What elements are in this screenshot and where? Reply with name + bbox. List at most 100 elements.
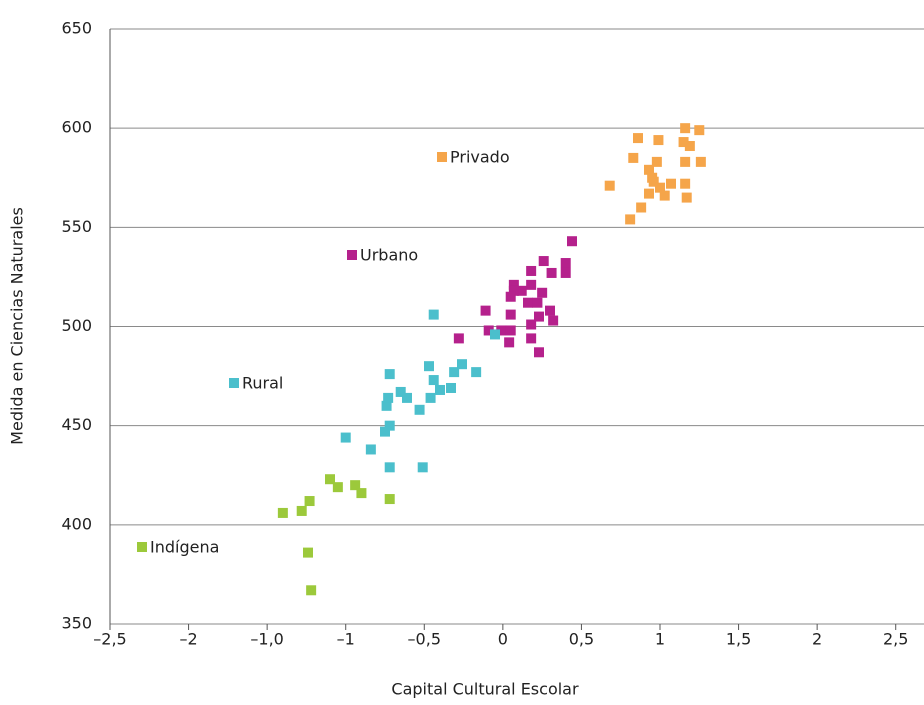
point xyxy=(537,287,548,298)
point xyxy=(508,279,519,290)
point xyxy=(402,392,412,403)
point xyxy=(306,585,317,596)
point xyxy=(534,347,544,358)
point xyxy=(446,382,456,393)
point xyxy=(383,392,394,403)
point xyxy=(680,123,691,134)
point xyxy=(425,392,436,403)
point xyxy=(659,190,670,201)
point xyxy=(490,329,500,340)
point xyxy=(505,291,516,302)
point xyxy=(684,141,695,152)
point xyxy=(633,133,643,144)
point xyxy=(651,156,662,167)
point xyxy=(453,333,464,344)
legend-marker xyxy=(437,152,447,162)
point xyxy=(526,333,537,344)
point xyxy=(523,297,533,308)
point xyxy=(680,156,691,167)
point xyxy=(655,182,665,193)
legend-label: Rural xyxy=(242,374,283,393)
legend-marker xyxy=(347,250,357,260)
point xyxy=(380,426,390,437)
x-tick-label: –2,5 xyxy=(93,630,126,649)
x-tick-label: –2 xyxy=(179,630,197,649)
point xyxy=(695,156,706,167)
point xyxy=(428,375,439,386)
point xyxy=(332,482,343,493)
point xyxy=(505,309,516,320)
y-axis-label: Medida en Ciencias Naturales xyxy=(8,207,27,445)
point xyxy=(694,125,705,136)
y-tick-label: 450 xyxy=(61,415,92,434)
x-tick-label: 0,5 xyxy=(569,630,594,649)
x-tick-label: 2 xyxy=(812,630,822,649)
point xyxy=(516,285,527,296)
point xyxy=(681,192,692,203)
x-tick-label: 1 xyxy=(655,630,665,649)
point xyxy=(384,369,395,380)
x-tick-label: 1,5 xyxy=(726,630,751,649)
point xyxy=(508,285,519,296)
point xyxy=(384,420,395,431)
legend-label: Indígena xyxy=(150,538,219,557)
point xyxy=(296,505,307,516)
x-tick-label: 0 xyxy=(498,630,508,649)
point xyxy=(395,386,406,397)
point xyxy=(325,474,335,485)
point xyxy=(636,202,647,213)
point xyxy=(546,267,557,278)
point xyxy=(680,178,691,189)
legend-label: Privado xyxy=(450,148,510,167)
point xyxy=(628,152,639,163)
point xyxy=(449,367,460,378)
point xyxy=(304,496,315,507)
point xyxy=(384,462,395,473)
point xyxy=(560,258,571,269)
y-tick-label: 400 xyxy=(61,514,92,533)
point xyxy=(526,319,537,330)
y-tick-label: 350 xyxy=(61,614,92,633)
x-axis-label: Capital Cultural Escolar xyxy=(391,680,579,699)
point xyxy=(424,361,434,372)
y-tick-label: 650 xyxy=(61,19,92,38)
point xyxy=(303,547,313,558)
point xyxy=(526,265,537,276)
point xyxy=(625,214,636,225)
point xyxy=(277,507,288,518)
point xyxy=(678,137,689,148)
point xyxy=(653,135,664,146)
point xyxy=(504,337,515,348)
y-tick-label: 600 xyxy=(61,118,92,137)
point xyxy=(428,309,439,320)
point xyxy=(365,444,376,455)
point xyxy=(381,400,392,411)
point xyxy=(417,462,428,473)
point xyxy=(538,256,549,267)
x-tick-label: –0,5 xyxy=(408,630,441,649)
point xyxy=(604,180,615,191)
point xyxy=(340,432,351,443)
point xyxy=(350,480,361,491)
point xyxy=(666,178,676,189)
point xyxy=(480,305,491,316)
point xyxy=(567,236,577,247)
x-tick-label: –1 xyxy=(337,630,355,649)
x-tick-label: 2,5 xyxy=(883,630,908,649)
legend-label: Urbano xyxy=(360,246,418,265)
point xyxy=(356,488,367,499)
point xyxy=(384,494,395,505)
point xyxy=(471,367,482,378)
point xyxy=(534,311,544,322)
point xyxy=(505,325,516,336)
point xyxy=(545,305,555,316)
point xyxy=(526,279,537,290)
point xyxy=(644,188,654,199)
point xyxy=(435,384,445,395)
legend-marker xyxy=(229,378,239,388)
point xyxy=(496,325,507,336)
point xyxy=(483,325,494,336)
point xyxy=(457,359,467,370)
x-tick-label: –1,0 xyxy=(250,630,283,649)
